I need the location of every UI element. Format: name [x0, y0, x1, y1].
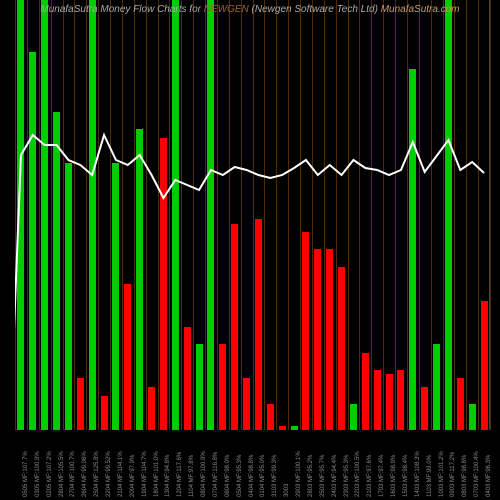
- title-company: (Newgen Software Tech Ltd): [249, 4, 381, 15]
- x-label: 2004 MF:97.9%: [130, 455, 136, 497]
- title-source: MunafaSutra.com: [381, 4, 460, 15]
- overlay-line: [15, 0, 490, 430]
- money-flow-chart: MunafaSutra Money Flow Charts for NEWGEN…: [0, 0, 500, 500]
- x-label: 1104 MF:97.8%: [189, 455, 195, 497]
- x-label: 0505 MF:107.7%: [23, 451, 29, 497]
- x-label: 0604 MF:98.0%: [225, 455, 231, 497]
- x-label: 2503 MF:95.7%: [320, 455, 326, 497]
- x-label: 1403 MF:108.3%: [415, 451, 421, 497]
- x-label: 0205 MF:107.2%: [47, 451, 53, 497]
- x-label: 1703 MF:97.4%: [379, 455, 385, 497]
- x-label: 0804 MF:100.9%: [201, 451, 207, 497]
- x-label: 1304 MF:94.8%: [165, 455, 171, 497]
- x-label: 2903 MF:100.1%: [296, 451, 302, 497]
- x-label: 0403 MF:96.3%: [486, 455, 492, 497]
- x-label: 0703 MF:100.4%: [474, 451, 480, 497]
- x-label: 2203 MF:100.5%: [355, 451, 361, 497]
- x-label: 0504 MF:95.3%: [237, 455, 243, 497]
- x-label: 0104 MF:95.0%: [260, 455, 266, 497]
- x-label: 1804 MF:101.0%: [154, 451, 160, 497]
- x-label: 2103 MF:97.6%: [367, 455, 373, 497]
- x-label: 0803 MF:98.8%: [462, 455, 468, 497]
- title-prefix: MunafaSutra Money Flow Charts for: [40, 4, 203, 15]
- grid-line: [490, 0, 491, 430]
- title-symbol: NEWGEN: [204, 4, 249, 15]
- x-label: 1603 MF:98.9%: [391, 455, 397, 497]
- chart-title: MunafaSutra Money Flow Charts for NEWGEN…: [0, 4, 500, 15]
- x-label: 2104 MF:104.1%: [118, 451, 124, 497]
- x-label: 2704 MF:100.7%: [70, 451, 76, 497]
- x-label: 2604 MF:99.06%: [82, 451, 88, 497]
- x-label: 3003: [284, 484, 290, 497]
- x-label: 2303 MF:95.3%: [344, 455, 350, 497]
- x-label: 3103 MF:99.3%: [272, 455, 278, 497]
- x-label: 1904 MF:104.7%: [142, 451, 148, 497]
- x-label: 0704 MF:116.8%: [213, 452, 219, 497]
- x-label: 1103 MF:99.0%: [427, 455, 433, 497]
- x-label: 1503 MF:98.4%: [403, 455, 409, 497]
- x-label: 2204 MF:99.52%: [106, 451, 112, 497]
- plot-area: [15, 0, 490, 430]
- x-label: 2504 MF:125.8%: [94, 451, 100, 497]
- x-label: 0305 MF:100.9%: [35, 451, 41, 497]
- x-label: 1204 MF:117.6%: [177, 452, 183, 497]
- x-label: 1003 MF:101.2%: [439, 451, 445, 497]
- x-label: 2803 MF:95.2%: [308, 455, 314, 497]
- x-label: 2403 MF:94.4%: [332, 455, 338, 497]
- x-label: 0404 MF:98.8%: [249, 455, 255, 497]
- x-label: 0903 MF:117.2%: [450, 452, 456, 497]
- x-label: 2804 MF:105.5%: [59, 451, 65, 497]
